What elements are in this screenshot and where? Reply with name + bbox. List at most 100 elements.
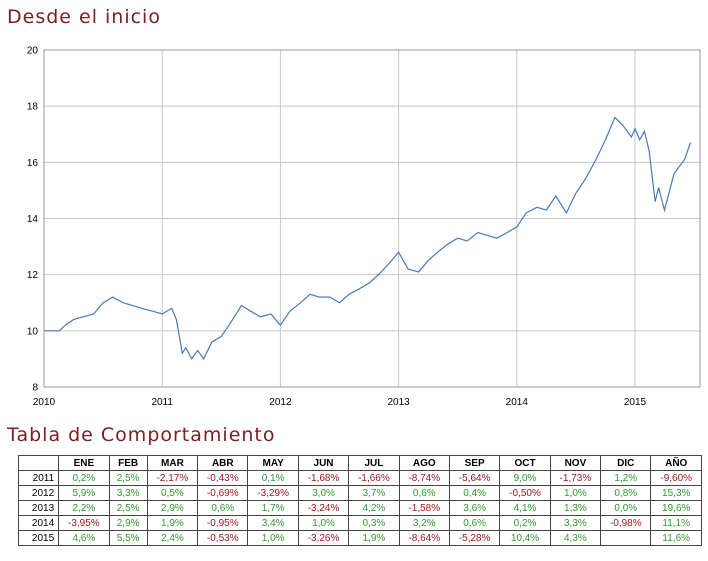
return-cell: 4,6%: [58, 530, 110, 546]
return-cell: 2,9%: [146, 500, 199, 516]
year-cell: 2012: [17, 485, 60, 501]
return-cell: 4,1%: [499, 500, 551, 516]
column-header: DIC: [600, 455, 652, 471]
return-cell: 11,6%: [650, 530, 702, 546]
return-cell: 3,3%: [549, 515, 602, 531]
return-cell: 1,9%: [348, 530, 400, 546]
return-cell: -8,74%: [398, 470, 450, 486]
return-cell: 4,3%: [549, 530, 602, 546]
return-cell: 3,4%: [247, 515, 299, 531]
column-header: ENE: [58, 455, 110, 471]
return-cell: 1,0%: [549, 485, 602, 501]
axis-ticks: 8 10 12 14 16 18 20 2010 2011 2012 2013 2014 2015: [27, 46, 647, 409]
performance-table: ENE FEB MAR ABR MAY JUN JUL AGO SEP OCT NOV DIC AÑO …: [17, 455, 702, 546]
return-cell: [600, 530, 652, 546]
year-cell: 2013: [17, 500, 60, 516]
return-cell: -1,66%: [348, 470, 400, 486]
column-header: MAY: [247, 455, 299, 471]
x-tick-label: 2012: [269, 397, 292, 408]
column-header: AÑO: [650, 455, 702, 471]
return-cell: 2,2%: [58, 500, 110, 516]
return-cell: 5,9%: [58, 485, 110, 501]
return-cell: 3,6%: [448, 500, 501, 516]
return-cell: 2,9%: [108, 515, 148, 531]
return-cell: -0,43%: [197, 470, 249, 486]
y-tick-label: 20: [27, 46, 39, 57]
x-tick-label: 2010: [33, 397, 56, 408]
column-header: FEB: [108, 455, 148, 471]
return-cell: 1,3%: [549, 500, 602, 516]
table-row: 2014 -3,95% 2,9% 1,9% -0,95% 3,4% 1,0% 0,3% 3,2%…: [17, 515, 702, 531]
x-tick-label: 2014: [506, 397, 529, 408]
return-cell: 3,3%: [108, 485, 148, 501]
header-corner: [17, 455, 60, 471]
column-header: NOV: [549, 455, 602, 471]
return-cell: -0,95%: [197, 515, 249, 531]
return-cell: 3,0%: [297, 485, 350, 501]
column-header: MAR: [146, 455, 199, 471]
y-tick-label: 8: [32, 383, 38, 394]
return-cell: -3,95%: [58, 515, 110, 531]
table-row: 2011 0,2% 2,5% -2,17% -0,43% 0,1% -1,68% -1,66%…: [17, 470, 702, 486]
return-cell: 0,3%: [348, 515, 400, 531]
return-cell: 0,6%: [398, 485, 450, 501]
column-header: SEP: [448, 455, 501, 471]
y-tick-label: 14: [27, 214, 39, 225]
year-cell: 2011: [17, 470, 60, 486]
table-body: 2011 0,2% 2,5% -2,17% -0,43% 0,1% -1,68% -1,66%…: [17, 470, 702, 546]
chart-grid: [43, 49, 700, 388]
year-cell: 2015: [17, 530, 60, 546]
return-cell: 0,4%: [448, 485, 501, 501]
return-cell: -0,69%: [197, 485, 249, 501]
x-tick-label: 2011: [151, 397, 173, 408]
return-cell: 11,1%: [650, 515, 702, 531]
column-header: JUL: [348, 455, 400, 471]
return-cell: 0,5%: [146, 485, 199, 501]
x-tick-label: 2013: [387, 397, 410, 408]
return-cell: 1,9%: [146, 515, 199, 531]
series-line: [44, 116, 692, 361]
table-row: 2013 2,2% 2,5% 2,9% 0,6% 1,7% -3,24% 4,2% -1,58%…: [17, 500, 702, 516]
return-cell: 10,4%: [499, 530, 551, 546]
return-cell: -3,29%: [247, 485, 299, 501]
return-cell: 5,5%: [108, 530, 148, 546]
return-cell: 15,3%: [650, 485, 702, 501]
y-tick-label: 10: [27, 326, 39, 337]
return-cell: 1,7%: [247, 500, 299, 516]
return-cell: -3,26%: [297, 530, 350, 546]
x-tick-label: 2015: [624, 397, 647, 408]
return-cell: 1,2%: [600, 470, 652, 486]
return-cell: -0,53%: [197, 530, 249, 546]
y-tick-label: 16: [27, 158, 39, 169]
return-cell: -9,60%: [650, 470, 702, 486]
return-cell: -3,24%: [297, 500, 350, 516]
column-header: JUN: [297, 455, 350, 471]
return-cell: 0,1%: [247, 470, 299, 486]
year-cell: 2014: [17, 515, 60, 531]
y-tick-label: 18: [27, 102, 39, 113]
return-cell: -1,68%: [297, 470, 350, 486]
return-cell: 2,5%: [108, 470, 148, 486]
return-cell: 3,7%: [348, 485, 400, 501]
column-header: ABR: [197, 455, 249, 471]
return-cell: -1,73%: [549, 470, 602, 486]
return-cell: 0,8%: [600, 485, 652, 501]
table-title: Tabla de Comportamiento: [7, 424, 276, 446]
return-cell: 2,4%: [146, 530, 199, 546]
y-tick-label: 12: [27, 270, 39, 281]
table-row: 2015 4,6% 5,5% 2,4% -0,53% 1,0% -3,26% 1,9% -8,6…: [17, 530, 702, 546]
return-cell: 2,5%: [108, 500, 148, 516]
return-cell: 0,2%: [499, 515, 551, 531]
return-cell: -0,98%: [600, 515, 652, 531]
return-cell: 3,2%: [398, 515, 450, 531]
return-cell: 9,0%: [499, 470, 551, 486]
return-cell: 0,6%: [448, 515, 501, 531]
return-cell: -8,64%: [398, 530, 450, 546]
return-cell: 1,0%: [247, 530, 299, 546]
return-cell: -5,64%: [448, 470, 501, 486]
return-cell: 0,6%: [197, 500, 249, 516]
column-header: OCT: [499, 455, 551, 471]
return-cell: -5,28%: [448, 530, 501, 546]
return-cell: -0,50%: [499, 485, 551, 501]
table-row: 2012 5,9% 3,3% 0,5% -0,69% -3,29% 3,0% 3,7% 0,6%…: [17, 485, 702, 501]
